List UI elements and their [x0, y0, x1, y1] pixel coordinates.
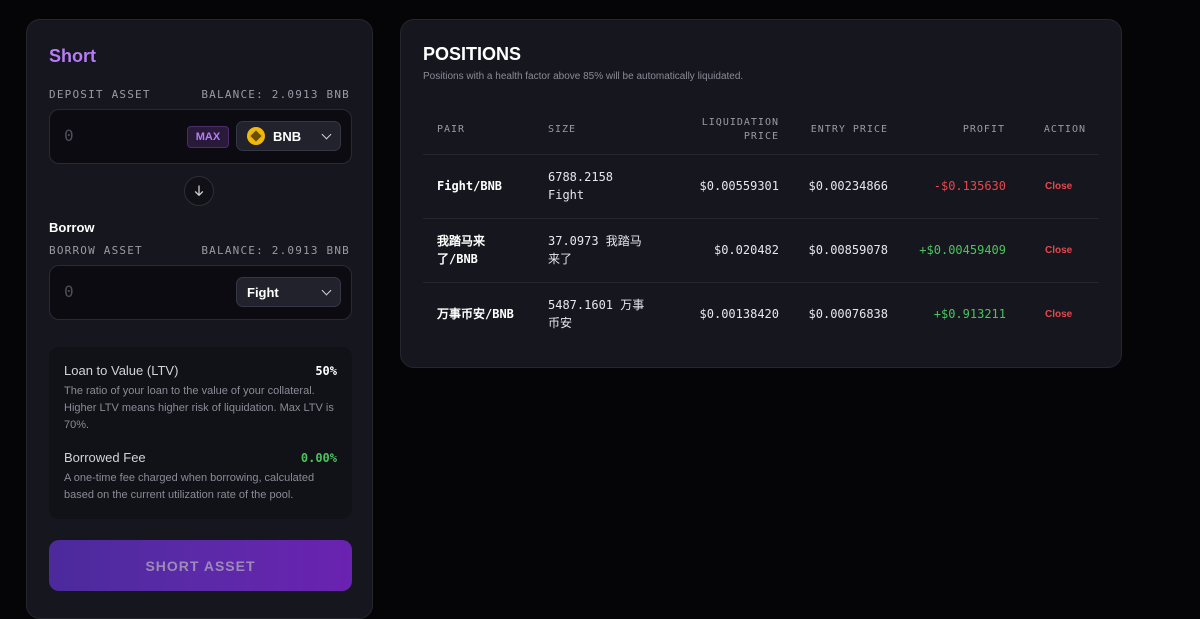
deposit-token-select[interactable]: BNB	[236, 121, 341, 151]
header-size: SIZE	[548, 124, 577, 135]
chevron-down-icon	[321, 129, 332, 139]
table-row: 我踏马来 了/BNB 37.0973 我踏马 来了 $0.020482 $0.0…	[423, 218, 1099, 282]
header-liquidation-line1: LIQUIDATION	[701, 117, 779, 128]
row-pair: Fight/BNB	[437, 177, 502, 195]
borrow-balance: BALANCE: 2.0913 BNB	[201, 244, 350, 257]
deposit-asset-box: MAX BNB	[49, 109, 352, 164]
row-size-line2: 币安	[548, 316, 573, 330]
row-size-line2: Fight	[548, 188, 585, 202]
deposit-token-label: BNB	[273, 128, 302, 144]
borrow-title: Borrow	[49, 220, 95, 235]
positions-title: POSITIONS	[423, 44, 522, 64]
table-row: 万事币安/BNB 5487.1601 万事 币安 $0.00138420 $0.…	[423, 282, 1099, 346]
arrow-down-icon	[194, 185, 204, 196]
max-button[interactable]: MAX	[187, 126, 229, 148]
row-pair-line1: 我踏马来	[437, 234, 486, 248]
row-size: 37.0973 我踏马 来了	[548, 232, 642, 268]
borrow-header: BORROW ASSET BALANCE: 2.0913 BNB	[49, 244, 350, 257]
fee-label: Borrowed Fee	[64, 450, 146, 465]
deposit-asset-label: DEPOSIT ASSET	[49, 88, 151, 101]
borrow-token-label: Fight	[247, 284, 279, 300]
row-pair-line2: 了/BNB	[437, 252, 478, 266]
borrow-amount-input[interactable]	[64, 282, 164, 301]
row-profit: +$0.00459409	[919, 243, 1006, 257]
short-panel: Short DEPOSIT ASSET BALANCE: 2.0913 BNB …	[26, 19, 373, 619]
header-profit: PROFIT	[962, 124, 1005, 135]
swap-direction-button[interactable]	[184, 176, 214, 206]
header-action: ACTION	[1043, 124, 1086, 135]
bnb-coin-icon	[247, 127, 265, 145]
row-liquidation-price: $0.00559301	[699, 179, 779, 193]
table-row: Fight/BNB 6788.2158 Fight $0.00559301 $0…	[423, 154, 1099, 218]
ltv-value: 50%	[315, 364, 337, 378]
row-pair-line1: Fight/BNB	[437, 179, 503, 193]
borrow-asset-box: Fight	[49, 265, 352, 320]
header-liquidation: LIQUIDATION PRICE	[681, 116, 779, 144]
close-position-link[interactable]: Close	[1045, 245, 1073, 256]
header-pair: PAIR	[437, 124, 466, 135]
row-size-line2: 来了	[548, 252, 573, 266]
row-profit: -$0.135630	[933, 179, 1006, 193]
row-profit: +$0.913211	[933, 307, 1006, 321]
ltv-label: Loan to Value (LTV)	[64, 363, 179, 378]
row-size: 5487.1601 万事 币安	[548, 296, 644, 332]
close-position-link[interactable]: Close	[1045, 309, 1073, 320]
header-liquidation-line2: PRICE	[743, 131, 779, 142]
ltv-description: The ratio of your loan to the value of y…	[64, 385, 334, 431]
ltv-row: Loan to Value (LTV) 50%	[64, 363, 337, 378]
row-size: 6788.2158 Fight	[548, 168, 613, 204]
deposit-header: DEPOSIT ASSET BALANCE: 2.0913 BNB	[49, 88, 350, 101]
row-liquidation-price: $0.00138420	[699, 307, 779, 321]
borrow-token-select[interactable]: Fight	[236, 277, 341, 307]
close-position-link[interactable]: Close	[1045, 181, 1073, 192]
deposit-amount-input[interactable]	[64, 126, 164, 145]
positions-panel: POSITIONS Positions with a health factor…	[400, 19, 1122, 368]
positions-subtitle: Positions with a health factor above 85%…	[423, 71, 744, 82]
row-pair: 我踏马来 了/BNB	[437, 232, 485, 268]
fee-value: 0.00%	[300, 451, 337, 465]
short-title: Short	[49, 46, 96, 66]
row-pair: 万事币安/BNB	[437, 305, 514, 323]
deposit-balance: BALANCE: 2.0913 BNB	[201, 88, 350, 101]
loan-info-box: Loan to Value (LTV) 50% The ratio of you…	[49, 347, 352, 519]
row-entry-price: $0.00859078	[808, 243, 888, 257]
row-size-line1: 5487.1601 万事	[548, 298, 645, 312]
row-entry-price: $0.00076838	[808, 307, 888, 321]
fee-row: Borrowed Fee 0.00%	[64, 450, 337, 465]
row-entry-price: $0.00234866	[808, 179, 888, 193]
row-liquidation-price: $0.020482	[713, 243, 779, 257]
fee-description: A one-time fee charged when borrowing, c…	[64, 472, 315, 501]
header-entry-price: ENTRY PRICE	[810, 124, 888, 135]
chevron-down-icon	[321, 285, 332, 295]
row-size-line1: 37.0973 我踏马	[548, 234, 642, 248]
row-size-line1: 6788.2158	[548, 170, 614, 184]
short-asset-button[interactable]: SHORT ASSET	[49, 540, 352, 591]
row-pair-line1: 万事币安/BNB	[437, 307, 514, 321]
borrow-asset-label: BORROW ASSET	[49, 244, 143, 257]
